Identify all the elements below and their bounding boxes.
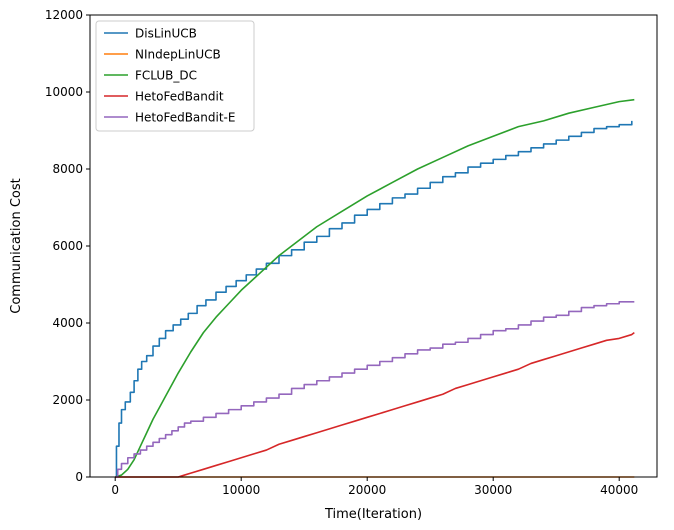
- y-axis-ticks: 0 2000 4000 6000 8000 10000 12000: [45, 8, 90, 484]
- series-line-hetofedbandit-e: [115, 301, 635, 478]
- x-axis-ticks: 0 10000 20000 30000 40000: [111, 477, 638, 497]
- y-tick-label: 8000: [52, 162, 83, 176]
- y-tick-label: 10000: [45, 85, 83, 99]
- legend-label-hetofedbandit-e: HetoFedBandit-E: [135, 111, 235, 125]
- legend-label-fclub-dc: FCLUB_DC: [135, 69, 197, 83]
- legend-box: [95, 20, 255, 132]
- legend-label-dislinucb: DisLinUCB: [135, 27, 197, 41]
- y-tick-label: 2000: [52, 393, 83, 407]
- x-tick-label: 20000: [348, 483, 386, 497]
- legend: DisLinUCB NIndepLinUCB FCLUB_DC HetoFedBand…: [95, 20, 255, 132]
- x-tick-label: 30000: [474, 483, 512, 497]
- x-axis-label: Time(Iteration): [324, 507, 422, 522]
- y-tick-label: 6000: [52, 239, 83, 253]
- x-tick-label: 40000: [600, 483, 638, 497]
- series-line-hetofedbandit: [115, 331, 635, 478]
- legend-label-hetofedbandit: HetoFedBandit: [135, 90, 224, 104]
- y-tick-label: 12000: [45, 8, 83, 22]
- series-line-dislinucb: [115, 120, 633, 478]
- y-tick-label: 4000: [52, 316, 83, 330]
- y-tick-label: 0: [75, 470, 83, 484]
- x-tick-label: 10000: [222, 483, 260, 497]
- y-axis-label: Communication Cost: [9, 178, 24, 314]
- legend-label-nindeplinucb: NIndepLinUCB: [135, 48, 221, 62]
- x-tick-label: 0: [111, 483, 119, 497]
- series-line-fclub-dc: [114, 98, 635, 478]
